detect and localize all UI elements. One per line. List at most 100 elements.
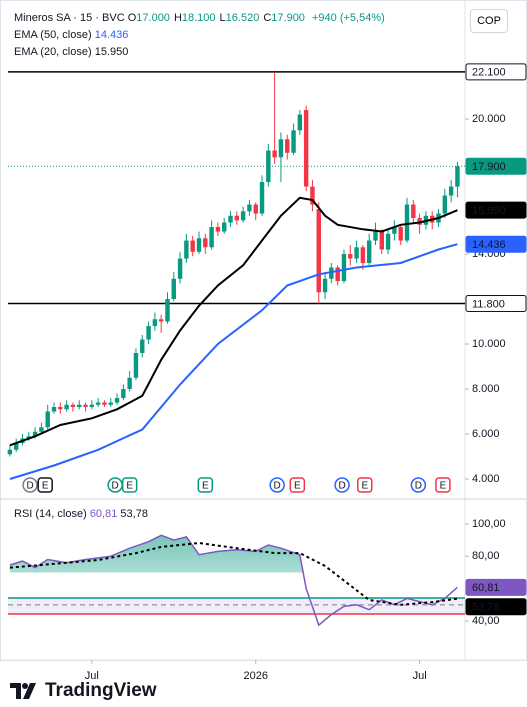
candle-body [366,240,372,264]
rsi-value: 60,81 [89,508,118,520]
candle-body [127,377,132,390]
candle-body [171,278,176,300]
ema-name: EMA (20, close) [14,46,92,58]
rsi-ma-value: 53,78 [120,508,148,520]
candle-body [39,427,44,432]
candle-body [196,238,202,252]
candle-body [354,247,359,259]
ohlc-key: C [263,12,272,24]
ema-value: 15.950 [94,46,129,58]
rsi-line [9,534,458,627]
y-tick-label: 6.000 [472,428,500,440]
event-letter: E [361,481,368,492]
candle-body [190,240,195,252]
price-label: 14.436 [472,239,506,251]
candle-body [77,404,82,408]
candle-body [89,404,95,408]
event-badge [410,477,427,493]
ema-value: 14.436 [94,29,129,41]
candle-body [253,204,258,214]
candle-body [140,339,145,354]
candle-body [64,404,69,410]
event-letter: E [440,481,447,492]
candle-body [26,436,32,439]
price-label-box [465,201,527,219]
price-label: 60,81 [472,582,500,594]
symbol-legend: Mineros SA · 15 · BVC O17.000 H18.100 L16.… [14,12,389,24]
candle-body [404,204,410,241]
candle-body [13,443,19,450]
ohlc-value: 17.900 [271,12,305,24]
candle-body [297,114,303,131]
candle-body [177,258,183,279]
candle-body [417,218,422,225]
event-letter: D [415,481,422,492]
candle-body [411,204,416,219]
ohlc-value: 18.100 [181,12,216,24]
candle-body [95,402,101,405]
candle-body [158,319,164,322]
candle-body [184,240,189,259]
logo-text: TradingView [45,680,157,701]
candle-body [83,404,88,408]
event-letter: D [338,481,345,492]
candle-body [108,402,113,405]
price-label: 22.100 [472,67,506,79]
event-letter: E [294,481,301,492]
candle-body [360,247,366,264]
candle-body [146,326,151,340]
candle-body [278,139,284,158]
event-badge [289,477,306,493]
candle-body [379,231,385,250]
y-tick-label: 4.000 [472,473,500,485]
candle-body [209,227,214,248]
event-badge [269,477,285,493]
candle-body [247,204,252,212]
price-label-box [465,578,527,596]
price-label-box [465,157,527,175]
y-tick-label: 10.000 [472,338,506,350]
price-label-box [465,235,527,253]
price-label: 15.950 [472,205,506,217]
ohlc-value: 17.000 [136,12,170,24]
candle-body [222,222,227,232]
y-tick-label: 40,00 [472,615,500,627]
candle-body [316,209,321,293]
rsi-line [9,541,458,606]
candle-body [51,407,57,412]
candle-body [203,238,208,248]
candle-body [266,150,271,183]
band-fill [8,598,465,615]
event-letter: E [202,481,209,492]
event-badge [334,477,350,493]
symbol-title: Mineros SA · 15 · BVC [14,12,125,24]
candle-body [70,404,76,408]
candle-body [322,278,328,293]
event-letter: E [126,481,133,492]
candle-body [152,319,158,327]
candle-body [448,186,454,196]
x-tick-label: 2026 [243,670,267,682]
y-tick-label: 20.000 [472,113,506,125]
candle-body [45,411,50,428]
candle-body [234,215,240,221]
candle-body [329,267,334,279]
y-tick-label: 8.000 [472,383,500,395]
price-label: 11.800 [472,298,505,310]
event-badge [435,477,451,493]
ohlc-key: O [127,12,137,24]
candle-body [392,227,397,234]
rsi-title: RSI (14, close) [14,508,87,520]
candle-body [58,407,63,410]
event-badge [37,477,53,493]
tradingview-logo[interactable]: TradingView [10,680,157,702]
candle-body [32,431,38,437]
candle-body [285,139,290,153]
candle-body [348,254,353,259]
ema-line [9,243,458,480]
candle-body [121,389,126,399]
currency-button[interactable]: COP [470,9,508,33]
price-label-box [465,63,527,81]
